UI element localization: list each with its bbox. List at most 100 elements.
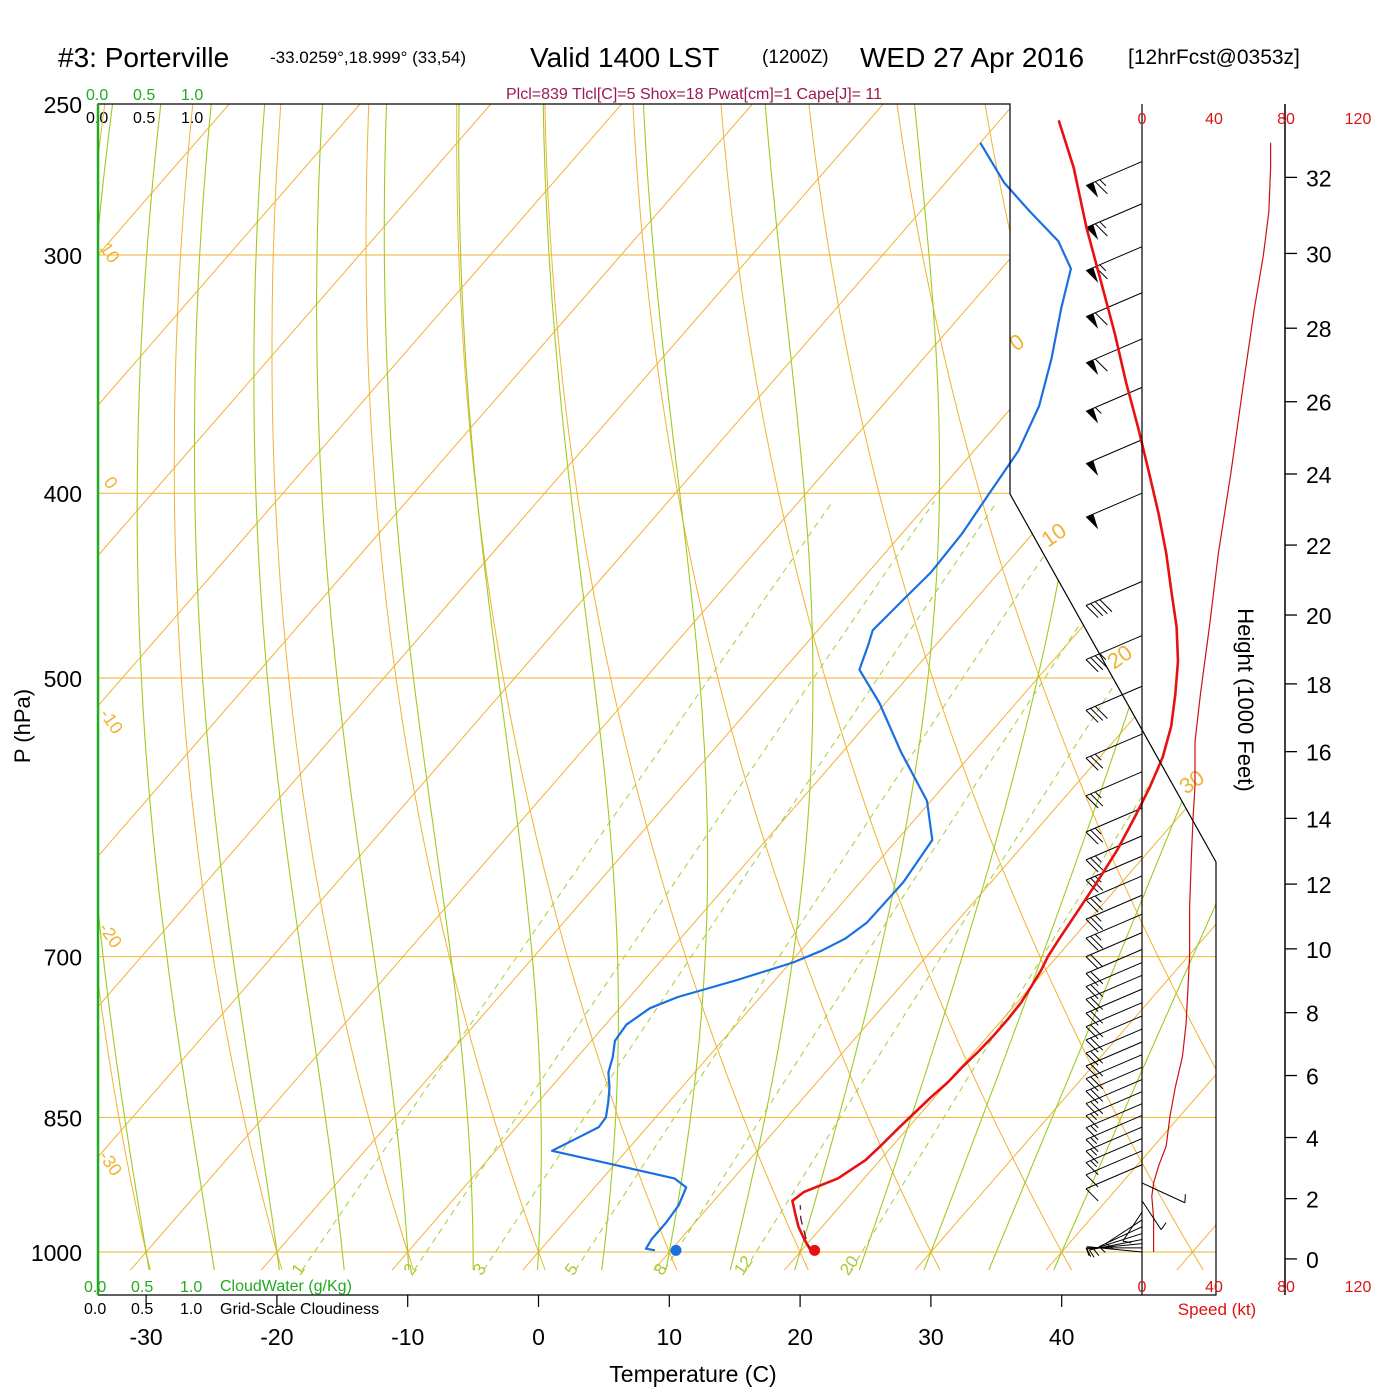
pressure-axis: 250 300 400 500 700 850 1000: [31, 92, 82, 1266]
pressure-tick-label: 1000: [31, 1240, 82, 1266]
moist-adiabat-line: [136, 104, 215, 1271]
wind-barb-flag: [1085, 899, 1099, 913]
wind-barb-half-flag: [1122, 1240, 1132, 1244]
moist-adiabat-line: [458, 104, 542, 1271]
dry-adiabat-line: [271, 104, 414, 1271]
wind-barb-half-flag: [1085, 1247, 1090, 1257]
wind-barb-flag: [1094, 601, 1108, 615]
surface-dewpoint-dot: [670, 1244, 682, 1256]
pressure-tick-label: 300: [44, 243, 82, 269]
isotherm-line: [1045, 104, 1216, 1271]
isotherm-line: [653, 104, 1216, 1271]
wind-barb-half-flag: [1090, 1160, 1098, 1168]
isotherm-label-10-left: 10: [96, 239, 124, 267]
pressure-tick-label: 700: [44, 945, 82, 971]
x-axis: -30 -20 -10 0 10 20 30 40: [129, 1295, 1074, 1350]
height-tick-label: 14: [1306, 806, 1332, 832]
cloud-top-black-1: 0.5: [133, 110, 155, 127]
mixing-ratio-line: [664, 501, 1161, 1271]
isotherm-line: [391, 104, 1216, 1271]
isotherm-line: [98, 104, 623, 1271]
wind-barb: [1085, 949, 1143, 987]
wind-barb-pennant: [1086, 313, 1099, 329]
wind-barb-pennant: [1086, 460, 1099, 476]
height-tick-label: 30: [1306, 241, 1332, 267]
wind-barb-pennant: [1086, 182, 1099, 198]
mixing-ratio-labels: 1 2 3 5 8 12 20: [288, 1252, 863, 1278]
wind-barb-flag: [1085, 659, 1099, 673]
wind-barb-flag: [1085, 757, 1099, 771]
isotherm-line: [98, 104, 1015, 1271]
wind-speed-ticks: 0 40 80 120 0 40 80 120 Speed (kt): [1138, 111, 1372, 1319]
wind-barb: [1085, 733, 1143, 771]
wind-barb-staff: [1085, 974, 1143, 1000]
cloud-bottom-black-0: 0.0: [84, 1301, 106, 1318]
x-tick-label: -20: [260, 1324, 293, 1350]
wind-barb-flag: [1090, 997, 1104, 1010]
dry-adiabat-line: [544, 104, 809, 1271]
moist-adiabat-line: [1053, 104, 1216, 1271]
dry-adiabat-line: [365, 104, 546, 1271]
wind-barb-half-flag: [1094, 855, 1102, 863]
mixing-ratio-label: 2: [400, 1260, 421, 1279]
wind-barb-flag: [1094, 181, 1108, 195]
wind-barb: [1085, 635, 1143, 673]
wind-barb-flag: [1090, 707, 1104, 721]
wind-barb-half-flag: [1160, 1222, 1167, 1230]
wind-speed-profile: [1151, 142, 1272, 1252]
cloudiness-label: Grid-Scale Cloudiness: [220, 1301, 379, 1318]
wind-barb-flag: [1085, 918, 1099, 932]
wind-barb-flag: [1085, 998, 1099, 1012]
wind-barb-half-flag: [1094, 791, 1102, 799]
wind-barb: [1085, 581, 1143, 619]
height-tick-label: 16: [1306, 740, 1332, 766]
wind-barb-staff: [1085, 913, 1143, 939]
wind-barb-staff: [1085, 1103, 1143, 1129]
mixing-ratio-lines: [301, 501, 1216, 1271]
indices-line: Plcl=839 Tlcl[C]=5 Shox=18 Pwat[cm]=1 Ca…: [506, 86, 882, 103]
isotherm-line: [98, 104, 361, 1271]
moist-adiabat-line: [316, 104, 410, 1271]
moist-adiabat-line: [193, 104, 280, 1271]
wind-barb: [1085, 292, 1143, 329]
height-tick-label: 22: [1306, 533, 1332, 559]
station-name: #3: Porterville: [58, 42, 229, 73]
pressure-tick-label: 400: [44, 481, 82, 507]
wind-barb-half-flag: [1094, 933, 1102, 941]
mixing-ratio-line: [575, 501, 1081, 1271]
x-tick-label: 0: [532, 1324, 545, 1350]
wind-barb-staff: [1085, 894, 1143, 920]
height-tick-label: 28: [1306, 316, 1332, 342]
height-tick-label: 2: [1306, 1187, 1319, 1213]
wind-barb-staff: [1093, 1233, 1143, 1250]
speed-tick-top-120: 120: [1345, 111, 1372, 128]
wind-barb-half-flag: [1099, 264, 1107, 272]
wind-barb-flag: [1085, 1115, 1099, 1129]
wind-barb: [1088, 1238, 1143, 1258]
wind-barb-flag: [1090, 971, 1104, 985]
wind-barb-flag: [1090, 1088, 1104, 1102]
wind-barb-half-flag: [1099, 221, 1107, 229]
cloud-bottom-green-1: 0.5: [131, 1279, 153, 1296]
wind-barb: [1085, 835, 1143, 873]
x-tick-label: 30: [918, 1324, 944, 1350]
wind-barb-flag: [1094, 223, 1108, 237]
mixing-ratio-label: 5: [561, 1260, 582, 1279]
height-tick-label: 26: [1306, 390, 1332, 416]
pressure-tick-label: 250: [44, 92, 82, 118]
wind-barb-staff: [1085, 203, 1143, 229]
speed-tick-top-0: 0: [1138, 111, 1147, 128]
wind-barb-flag: [1085, 1174, 1099, 1188]
cloud-top-green-0: 0.0: [86, 87, 108, 104]
utc-time: (1200Z): [762, 47, 829, 68]
wind-barb-staff: [1085, 292, 1143, 318]
dry-adiabat-line: [984, 104, 1216, 1271]
wind-barb-flag: [1085, 859, 1099, 873]
wind-barb-pennant: [1086, 224, 1099, 240]
moist-adiabat-line: [642, 104, 709, 1271]
wind-barb: [1085, 875, 1143, 913]
dry-adiabat-line: [896, 104, 1216, 1271]
wind-barb-half-flag: [1090, 1113, 1098, 1121]
